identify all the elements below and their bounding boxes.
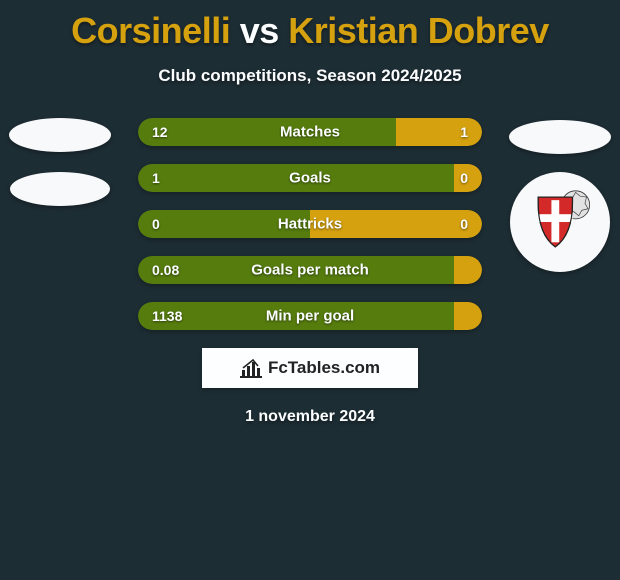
stat-label: Min per goal	[266, 308, 354, 325]
stat-row: Matches 12 1	[138, 118, 482, 146]
player-left-club	[10, 172, 110, 206]
stat-value-right: 0	[460, 216, 468, 232]
stat-label: Goals per match	[251, 262, 369, 279]
stat-bar-right	[454, 256, 482, 284]
stat-value-right: 0	[460, 170, 468, 186]
stat-row: Goals per match 0.08	[138, 256, 482, 284]
stat-value-left: 0	[152, 216, 160, 232]
stat-bars: Matches 12 1 Goals 1 0 Hattricks 0 0 Goals per ma…	[138, 118, 482, 330]
stat-bar-right	[454, 164, 482, 192]
player-right-club	[510, 172, 610, 272]
stat-value-left: 12	[152, 124, 168, 140]
site-logo-text: FcTables.com	[268, 358, 380, 378]
stat-bar-right	[454, 302, 482, 330]
stat-row: Goals 1 0	[138, 164, 482, 192]
player-right-column	[500, 118, 620, 272]
stat-label: Goals	[289, 170, 331, 187]
stat-bar-right	[396, 118, 482, 146]
stat-row: Min per goal 1138	[138, 302, 482, 330]
player-left-avatar	[9, 118, 111, 152]
date-label: 1 november 2024	[10, 408, 610, 426]
stat-value-right: 1	[460, 124, 468, 140]
chart-icon	[240, 358, 262, 378]
stat-label: Hattricks	[278, 216, 342, 233]
player-left-column	[0, 118, 120, 206]
stat-row: Hattricks 0 0	[138, 210, 482, 238]
subtitle: Club competitions, Season 2024/2025	[0, 66, 620, 86]
comparison-panel: Matches 12 1 Goals 1 0 Hattricks 0 0 Goals per ma…	[0, 118, 620, 426]
stat-value-left: 1	[152, 170, 160, 186]
stat-bar-left	[138, 118, 396, 146]
stat-label: Matches	[280, 124, 340, 141]
club-logo-icon	[521, 183, 599, 261]
player-right-avatar	[509, 120, 611, 154]
stat-value-left: 1138	[152, 308, 182, 324]
page-title: Corsinelli vs Kristian Dobrev	[0, 0, 620, 52]
stat-value-left: 0.08	[152, 262, 179, 278]
site-logo: FcTables.com	[202, 348, 418, 388]
